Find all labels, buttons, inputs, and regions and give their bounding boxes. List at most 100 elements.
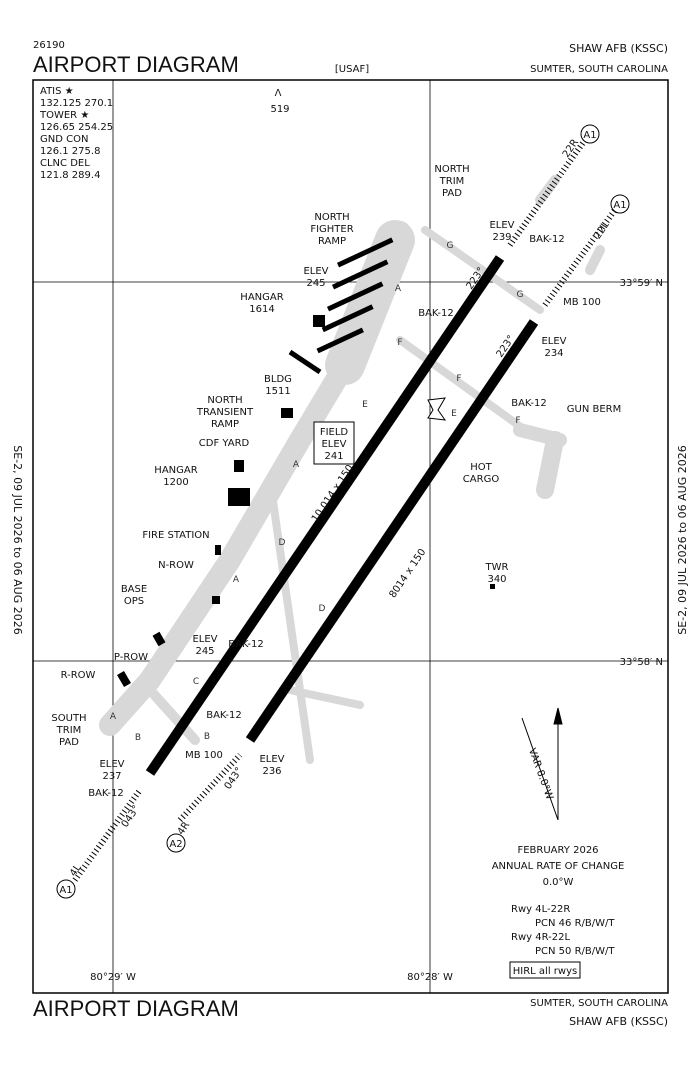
place-label: GUN BERM — [567, 404, 621, 415]
lighting-box — [509, 961, 581, 979]
frequency: CLNC DEL — [40, 158, 90, 169]
label-line: NORTH — [207, 395, 242, 406]
place-label: MB 100 — [185, 750, 223, 761]
effective-date: SE-2, 09 JUL 2026 to 06 AUG 2026 — [676, 445, 689, 634]
frame — [32, 79, 669, 994]
label-line: ELEV — [489, 220, 514, 231]
coordinate: 33°58′ N — [620, 657, 663, 668]
taxiway-letter: E — [362, 400, 368, 410]
taxiway-letter: A — [395, 284, 402, 294]
runway-label: 8014 x 150 — [387, 547, 428, 600]
pavement-note: Rwy 4L-22R — [511, 904, 570, 915]
rate-of-change: ANNUAL RATE OF CHANGE — [492, 861, 625, 872]
place-label: NORTH TRANSIENT RAMP — [196, 395, 254, 430]
place-label: ELEV 234 — [541, 336, 566, 359]
label-line: TWR — [485, 562, 509, 573]
label-line: MB 100 — [563, 297, 601, 308]
label-line: BAK-12 — [529, 234, 565, 245]
field-elevation-box — [313, 421, 355, 465]
frequency: 121.8 289.4 — [40, 170, 100, 181]
label-line: FIELD — [320, 427, 349, 438]
label-line: 1200 — [163, 477, 188, 488]
rate-of-change: 0.0°W — [543, 877, 574, 888]
label-line: BAK-12 — [511, 398, 547, 409]
approach-light: A1 — [613, 200, 626, 211]
label-line: HANGAR — [154, 465, 197, 476]
label-line: BAK-12 — [418, 308, 454, 319]
graticule — [33, 80, 668, 993]
approach-symbol — [56, 879, 76, 899]
label-line: SOUTH — [51, 713, 86, 724]
place-label: MB 100 — [563, 297, 601, 308]
label-line: 236 — [262, 766, 281, 777]
place-label: HANGAR 1200 — [154, 465, 197, 488]
agency: [USAF] — [335, 64, 369, 75]
label-line: HOT — [470, 462, 492, 473]
place-label: BAK-12 — [418, 308, 454, 319]
obstacle-symbol: Λ — [275, 88, 282, 99]
compass — [521, 707, 563, 821]
field-elevation: FIELD ELEV 241 — [320, 427, 349, 462]
taxiway-letter: B — [204, 732, 210, 742]
place-label: R-ROW — [61, 670, 96, 681]
place-label: ELEV 236 — [259, 754, 284, 777]
place-label: ELEV 245 — [303, 266, 328, 289]
place-label: NORTH TRIM PAD — [434, 164, 469, 199]
label-line: 245 — [306, 278, 325, 289]
label-line: ELEV — [321, 439, 346, 450]
taxiway-letter: A — [293, 460, 300, 470]
label-line: RAMP — [318, 236, 346, 247]
approach-symbol — [580, 124, 600, 144]
label-line: ELEV — [192, 634, 217, 645]
place-label: ELEV 245 — [192, 634, 217, 657]
frequency: ATIS ★ — [40, 86, 74, 97]
frequency: 126.1 275.8 — [40, 146, 100, 157]
taxiway-letter: F — [515, 416, 520, 426]
approach-symbol — [166, 833, 186, 853]
place-label: CDF YARD — [199, 438, 250, 449]
lighting-note: HIRL all rwys — [513, 966, 577, 977]
label-line: BASE — [121, 584, 147, 595]
taxiway-letter: C — [193, 677, 199, 687]
place-label: BAK-12 — [529, 234, 565, 245]
airport: SHAW AFB (KSSC) — [569, 42, 668, 55]
frequency: 126.65 254.25 — [40, 122, 113, 133]
label-line: 1511 — [265, 386, 290, 397]
approach-lights — [72, 138, 618, 882]
label-line: TRIM — [439, 176, 465, 187]
label-line: BAK-12 — [228, 639, 264, 650]
label-line: BAK-12 — [88, 788, 124, 799]
label-line: TRIM — [56, 725, 82, 736]
title: AIRPORT DIAGRAM — [33, 52, 239, 77]
frequency: GND CON — [40, 134, 88, 145]
label-line: ELEV — [303, 266, 328, 277]
location: SUMTER, SOUTH CAROLINA — [530, 64, 668, 75]
place-label: HOT CARGO — [463, 462, 500, 485]
label-line: FIRE STATION — [142, 530, 209, 541]
approach-light: A1 — [583, 130, 596, 141]
label-line: MB 100 — [185, 750, 223, 761]
label-line: PAD — [59, 737, 79, 748]
place-label: P-ROW — [114, 652, 148, 663]
place-label: HANGAR 1614 — [240, 292, 283, 315]
label-line: 234 — [544, 348, 563, 359]
place-label: ELEV 239 — [489, 220, 514, 243]
taxiway-letter: E — [451, 409, 457, 419]
runway-label: 043° — [120, 804, 143, 830]
place-label: TWR 340 — [485, 562, 509, 585]
runway-4r-22l — [245, 319, 539, 743]
approach-light: A1 — [59, 885, 72, 896]
footer-title: AIRPORT DIAGRAM — [33, 996, 239, 1021]
taxiway-letter: G — [517, 290, 524, 300]
place-label: N-ROW — [158, 560, 194, 571]
pavement-note: Rwy 4R-22L — [511, 932, 570, 943]
place-label: BAK-12 — [511, 398, 547, 409]
taxiway-letter: A — [233, 575, 240, 585]
label-line: OPS — [124, 596, 144, 607]
place-label: SOUTH TRIM PAD — [51, 713, 86, 748]
pavement-note: PCN 46 R/B/W/T — [535, 918, 615, 929]
label-line: ELEV — [541, 336, 566, 347]
label-line: HANGAR — [240, 292, 283, 303]
place-label: BAK-12 — [228, 639, 264, 650]
footer-airport: SHAW AFB (KSSC) — [569, 1015, 668, 1028]
